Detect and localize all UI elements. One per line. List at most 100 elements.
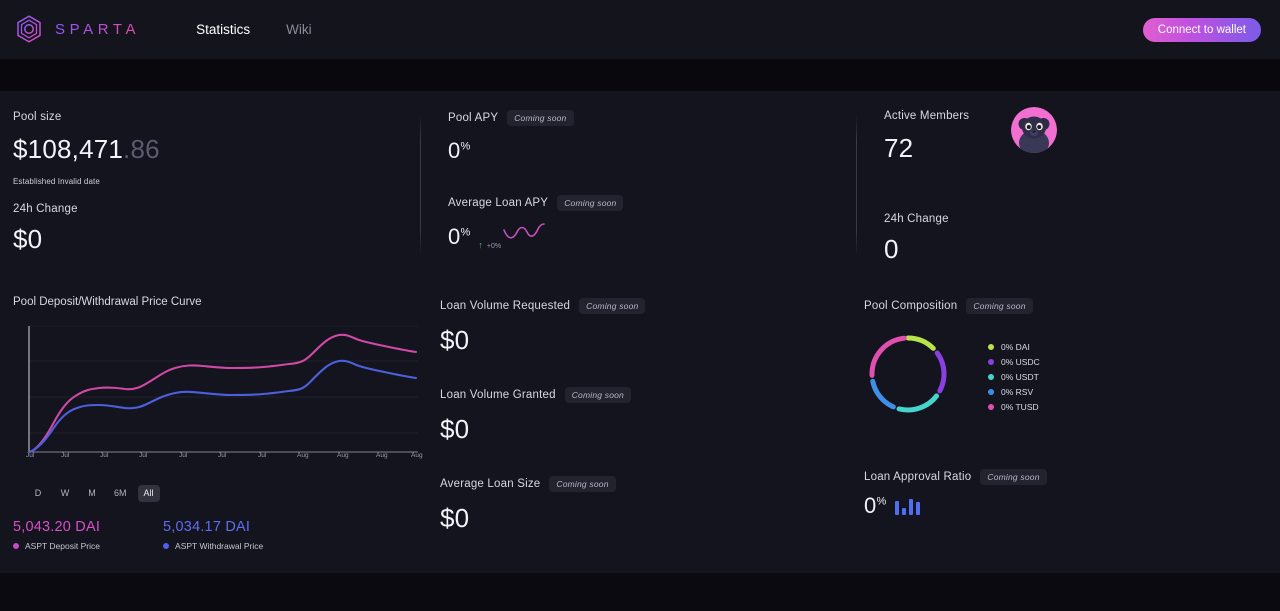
x-axis-tick: Aug bbox=[376, 452, 388, 459]
pool-composition-badge: Coming soon bbox=[966, 298, 1033, 314]
main-panel: Pool size $108,471.86 Established Invali… bbox=[0, 91, 1280, 573]
pool-size-change-value: $0 bbox=[13, 224, 43, 254]
average-loan-apy-trend: ↑ +0% bbox=[478, 241, 502, 251]
price-curve-title: Pool Deposit/Withdrawal Price Curve bbox=[13, 296, 202, 308]
pool-apy-header: Pool APY Coming soon bbox=[448, 110, 838, 126]
pool-apy-number: 0 bbox=[448, 138, 461, 163]
column-divider-1 bbox=[420, 115, 421, 255]
nav-item-statistics[interactable]: Statistics bbox=[196, 22, 251, 37]
loan-approval-badge: Coming soon bbox=[980, 469, 1047, 485]
pool-composition-donut-chart bbox=[864, 330, 952, 423]
withdrawal-legend-label: ASPT Withdrawal Price bbox=[175, 541, 264, 551]
range-button-6m[interactable]: 6M bbox=[108, 485, 133, 502]
loan-volume-requested-label: Loan Volume Requested bbox=[440, 300, 571, 312]
mini-bar bbox=[916, 502, 921, 515]
withdrawal-legend-group: 5,034.17 DAI ASPT Withdrawal Price bbox=[163, 519, 263, 551]
active-members-label: Active Members bbox=[884, 110, 970, 122]
x-axis-tick: Aug bbox=[297, 452, 309, 459]
average-loan-apy-value: 0% bbox=[448, 224, 470, 250]
loan-volume-granted-value: $0 bbox=[440, 414, 470, 444]
legend-label-rsv: 0% RSV bbox=[1001, 386, 1034, 397]
loan-volume-requested-badge: Coming soon bbox=[579, 298, 646, 314]
x-axis-tick: Jul bbox=[26, 452, 35, 459]
bottom-stats-band: Pool Deposit/Withdrawal Price Curve Jul … bbox=[0, 287, 1280, 573]
price-curve-legend: 5,043.20 DAI ASPT Deposit Price 5,034.17… bbox=[13, 519, 418, 551]
main-nav: Statistics Wiki bbox=[196, 22, 312, 37]
mini-bar bbox=[909, 499, 914, 515]
average-loan-apy-unit: % bbox=[460, 226, 471, 239]
average-loan-apy-header: Average Loan APY Coming soon bbox=[448, 195, 838, 211]
legend-item-tusd: 0% TUSD bbox=[988, 402, 1040, 412]
range-button-d[interactable]: D bbox=[27, 485, 49, 502]
loan-approval-header: Loan Approval Ratio Coming soon bbox=[864, 469, 1264, 485]
x-axis-tick: Jul bbox=[258, 452, 267, 459]
range-button-m[interactable]: M bbox=[81, 485, 103, 502]
average-loan-apy-sparkline bbox=[503, 221, 545, 246]
rsv-dot-icon bbox=[988, 388, 994, 395]
pool-apy-block: Pool APY Coming soon 0% Average Loan APY… bbox=[448, 110, 838, 250]
average-loan-apy-badge: Coming soon bbox=[557, 195, 624, 211]
loan-volume-granted-badge: Coming soon bbox=[564, 387, 631, 403]
loan-volume-requested-header: Loan Volume Requested Coming soon bbox=[440, 298, 840, 314]
time-range-selector: D W M 6M All bbox=[27, 485, 418, 502]
legend-item-usdc: 0% USDC bbox=[988, 357, 1040, 367]
footer-strip bbox=[0, 573, 1280, 611]
active-members-block: Active Members 72 bbox=[884, 107, 1264, 265]
loan-approval-label: Loan Approval Ratio bbox=[864, 471, 972, 483]
pool-size-label: Pool size bbox=[13, 111, 62, 123]
deposit-price-value: 5,043.20 DAI bbox=[13, 519, 101, 535]
brand[interactable]: SPARTA bbox=[12, 13, 140, 47]
nav-item-wiki[interactable]: Wiki bbox=[286, 22, 312, 37]
withdrawal-legend-dot-icon bbox=[163, 543, 170, 549]
pool-apy-unit: % bbox=[460, 140, 471, 153]
pool-size-value: $108,471.86 bbox=[13, 134, 403, 165]
hexagon-logo-icon bbox=[12, 13, 46, 47]
range-button-w[interactable]: W bbox=[54, 485, 76, 502]
active-members-row: Active Members 72 bbox=[884, 107, 1264, 164]
mini-bar bbox=[895, 501, 900, 515]
member-avatar-icon bbox=[1011, 107, 1058, 153]
x-axis-tick: Jul bbox=[100, 452, 109, 459]
loan-metrics-block: Loan Volume Requested Coming soon $0 Loa… bbox=[440, 298, 840, 534]
usdc-dot-icon bbox=[988, 358, 994, 365]
average-loan-size-badge: Coming soon bbox=[549, 476, 616, 492]
average-loan-size-value: $0 bbox=[440, 503, 470, 533]
mini-bar bbox=[902, 508, 907, 515]
pool-composition-chart-row: 0% DAI 0% USDC 0% USDT 0% RSV bbox=[864, 330, 1264, 423]
loan-approval-unit: % bbox=[876, 495, 887, 508]
active-members-change-value: 0 bbox=[884, 234, 899, 264]
loan-approval-value: 0% bbox=[864, 493, 886, 519]
average-loan-apy-number: 0 bbox=[448, 224, 461, 249]
pool-size-value-main: $108,471 bbox=[13, 134, 124, 164]
loan-approval-value-row: 0% bbox=[864, 493, 1264, 519]
average-loan-apy-value-row: 0% ↑ +0% bbox=[448, 221, 838, 250]
column-divider-2 bbox=[856, 115, 857, 255]
deposit-legend-group: 5,043.20 DAI ASPT Deposit Price bbox=[13, 519, 100, 551]
x-axis-tick: Aug bbox=[411, 452, 423, 459]
trend-percent: +0% bbox=[486, 243, 502, 250]
active-members-change-label: 24h Change bbox=[884, 213, 949, 225]
top-stats-band: Pool size $108,471.86 Established Invali… bbox=[0, 91, 1280, 267]
x-axis-tick: Jul bbox=[61, 452, 70, 459]
pool-size-block: Pool size $108,471.86 Established Invali… bbox=[13, 111, 403, 255]
average-loan-apy-label: Average Loan APY bbox=[448, 197, 549, 209]
average-loan-size-label: Average Loan Size bbox=[440, 478, 541, 490]
brand-name: SPARTA bbox=[55, 21, 141, 38]
pool-apy-value: 0% bbox=[448, 138, 838, 164]
deposit-legend-label-row: ASPT Deposit Price bbox=[13, 541, 100, 551]
range-button-all[interactable]: All bbox=[137, 485, 160, 502]
connect-wallet-button[interactable]: Connect to wallet bbox=[1142, 18, 1261, 42]
loan-approval-mini-bars bbox=[895, 495, 921, 515]
pool-size-change-label: 24h Change bbox=[13, 203, 78, 215]
usdt-dot-icon bbox=[988, 373, 994, 380]
pool-composition-label: Pool Composition bbox=[864, 300, 958, 312]
pool-size-note: Established Invalid date bbox=[13, 177, 100, 186]
pool-composition-legend: 0% DAI 0% USDC 0% USDT 0% RSV bbox=[988, 342, 1040, 412]
pool-composition-block: Pool Composition Coming soon bbox=[864, 298, 1264, 519]
legend-label-usdc: 0% USDC bbox=[1001, 356, 1040, 367]
active-members-value: 72 bbox=[884, 133, 914, 163]
x-axis-tick: Jul bbox=[218, 452, 227, 459]
legend-label-usdt: 0% USDT bbox=[1001, 371, 1039, 382]
x-axis-tick: Jul bbox=[139, 452, 148, 459]
